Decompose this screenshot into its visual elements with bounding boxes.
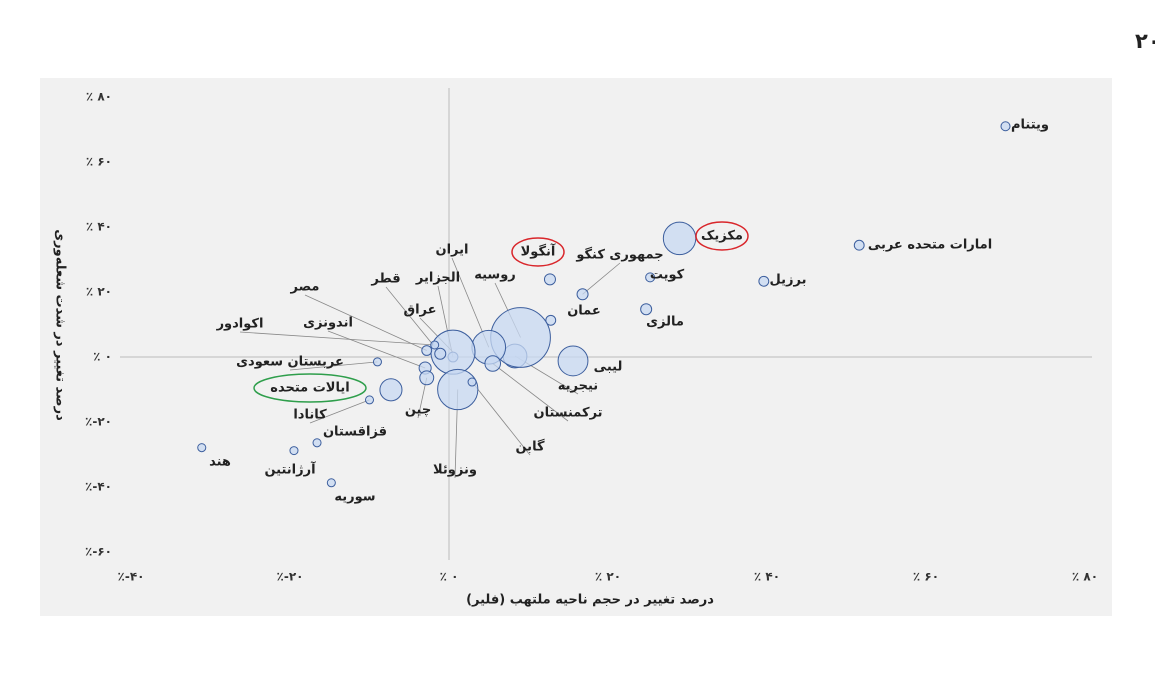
bubble: [640, 303, 653, 316]
point-label: روسیه: [474, 268, 516, 283]
point-label: کانادا: [293, 408, 327, 423]
point-label: لیبی: [594, 360, 623, 375]
bubble: [430, 340, 440, 350]
bubble: [645, 272, 656, 283]
leader-line: [239, 331, 435, 346]
y-tick-label: ٪-۲۰: [85, 415, 112, 429]
point-label: آرژانتین: [264, 461, 316, 478]
y-tick-label: ٪ ۲۰: [86, 285, 112, 299]
leader-line: [327, 330, 426, 369]
point-label: نیجریه: [558, 379, 598, 394]
bubble: [467, 377, 477, 387]
bubble: [197, 443, 207, 453]
bubble: [576, 288, 589, 301]
bubble: [312, 438, 322, 448]
point-label: قزاقستان: [323, 425, 387, 440]
bubble: [421, 345, 433, 356]
x-tick-label: ٪ ۶۰: [913, 570, 939, 584]
leader-line: [471, 381, 531, 456]
y-tick-label: ٪ ۸۰: [86, 90, 112, 104]
point-label: عمان: [567, 304, 601, 319]
x-tick-label: ٪ ۲۰: [595, 570, 621, 584]
y-tick-label: ٪ ۰: [93, 350, 112, 364]
point-label: گابن: [515, 439, 544, 455]
highlight-ring: [511, 237, 565, 267]
bubble: [557, 345, 589, 377]
point-label: کویت: [650, 268, 685, 283]
x-axis-title: درصد تغییر در حجم ناحیه ملتهب (فلیر): [466, 593, 714, 608]
bubble: [434, 347, 447, 360]
highlight-ring: [695, 221, 749, 251]
bubble: [758, 275, 770, 287]
chart-title: تغییر در حجم‌های جهانی سوزاندن گاز و شدت…: [1135, 26, 1155, 53]
point-label: الجزایر: [415, 271, 460, 286]
y-tick-label: ٪ ۶۰: [86, 155, 112, 169]
leader-line: [289, 361, 378, 371]
bubble: [419, 370, 435, 386]
point-label: امارات متحده عربی: [868, 238, 992, 253]
leader-line: [309, 399, 370, 424]
highlight-ring: [253, 373, 367, 403]
point-label: عراق: [403, 303, 436, 318]
bubble: [326, 478, 336, 488]
point-label: جمهوری کنگو: [575, 247, 663, 263]
x-tick-label: ٪ ۰: [440, 570, 459, 584]
bubble: [662, 221, 697, 256]
point-label: مصر: [290, 280, 320, 295]
leader-line: [304, 294, 427, 351]
point-label: قطر: [370, 272, 400, 287]
bubble: [543, 273, 556, 286]
bubble: [289, 446, 299, 456]
bubble: [364, 395, 375, 405]
bubble: [853, 239, 865, 251]
point-label: آنگولا: [521, 243, 556, 260]
bubble: [372, 357, 382, 367]
bubble: [1000, 121, 1011, 132]
x-tick-label: ٪-۴۰: [118, 570, 145, 584]
bubble: [437, 368, 479, 411]
point-label: مالزی: [646, 315, 684, 330]
point-label: ونزوئلا: [433, 463, 477, 478]
point-label: اکوادور: [216, 317, 264, 332]
bubble: [379, 378, 403, 402]
y-tick-label: ٪ ۴۰: [86, 220, 112, 234]
point-label: ایران: [436, 243, 469, 258]
y-tick-label: ٪-۴۰: [85, 480, 112, 494]
leader-line: [582, 262, 621, 295]
point-label: سوریه: [334, 490, 375, 505]
bubble: [484, 355, 502, 372]
y-axis-title: درصد تغییر در شدت شعله‌وری: [53, 229, 68, 421]
x-tick-label: ٪ ۸۰: [1072, 570, 1098, 584]
point-label: چین: [405, 403, 431, 418]
point-label: ترکمنستان: [533, 406, 602, 421]
point-label: عربستان سعودی: [236, 355, 344, 370]
point-label: مکزیک: [701, 229, 743, 244]
leader-line: [492, 363, 569, 422]
point-label: ایالات متحده: [270, 381, 349, 396]
bubble: [545, 314, 557, 326]
x-tick-label: ٪ ۴۰: [754, 570, 780, 584]
point-label: برزیل: [770, 273, 807, 288]
point-label: ویتنام: [1011, 118, 1049, 133]
x-tick-label: ٪-۲۰: [277, 570, 304, 584]
y-tick-label: ٪-۶۰: [85, 545, 112, 559]
point-label: اندونزی: [303, 316, 353, 331]
point-label: هند: [209, 455, 231, 470]
